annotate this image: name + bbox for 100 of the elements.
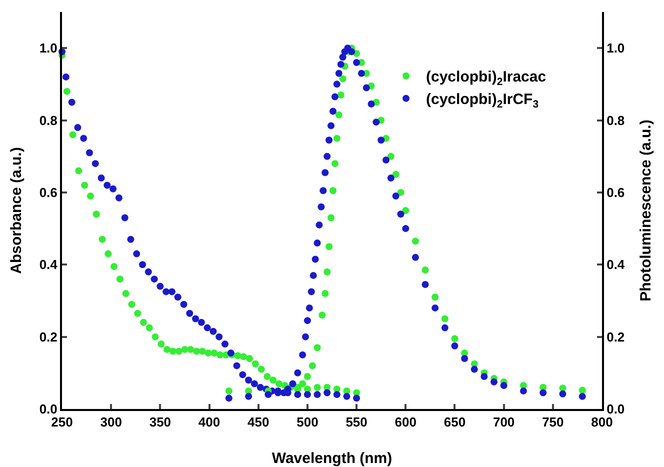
y2-tick-label: 0.8	[606, 112, 625, 128]
point	[402, 207, 410, 214]
point	[304, 373, 311, 380]
point	[392, 170, 400, 178]
point	[302, 333, 309, 340]
point	[110, 262, 118, 270]
point	[289, 380, 296, 388]
point	[578, 392, 586, 400]
point	[225, 387, 232, 394]
point	[348, 48, 356, 56]
point	[422, 280, 429, 288]
y2-tick-label: 0.6	[606, 185, 625, 200]
point	[333, 80, 340, 88]
point	[104, 182, 111, 189]
point	[470, 366, 478, 373]
point	[225, 394, 232, 402]
point	[337, 60, 344, 68]
point	[270, 376, 277, 384]
point	[216, 351, 224, 358]
point	[128, 300, 136, 308]
point	[500, 382, 508, 390]
point	[335, 111, 342, 118]
point	[378, 136, 385, 144]
point	[121, 214, 128, 222]
point	[210, 328, 217, 335]
y2-tick-label: 0.4	[606, 257, 626, 272]
point	[331, 93, 338, 100]
point	[68, 98, 76, 106]
point	[490, 378, 498, 386]
point	[104, 250, 112, 258]
point	[461, 354, 468, 362]
point	[192, 315, 200, 322]
point	[314, 391, 321, 398]
point	[412, 254, 419, 261]
point	[92, 160, 99, 168]
point	[451, 342, 458, 350]
y-tick-label: 0.2	[39, 329, 58, 344]
point	[392, 192, 400, 200]
point	[314, 384, 321, 391]
x-tick-label: 300	[100, 414, 122, 430]
point	[329, 187, 336, 194]
point	[258, 366, 265, 373]
point	[520, 387, 527, 394]
y2-tick-label: 1.0	[606, 40, 625, 56]
y2-axis-title: Photoluminescence (a.u.)	[638, 120, 654, 302]
legend-label: (cyclopbi)$_{2}$IrCF$_{3}$	[426, 91, 539, 110]
point	[331, 160, 338, 168]
point	[308, 362, 316, 370]
point	[168, 288, 176, 296]
x-tick-label: 800	[591, 414, 613, 430]
point	[175, 348, 182, 355]
point	[322, 290, 329, 298]
point	[245, 392, 252, 400]
point	[169, 348, 176, 355]
x-tick-label: 600	[394, 414, 416, 430]
point	[318, 203, 325, 210]
point	[122, 290, 130, 298]
point	[320, 187, 327, 194]
point	[306, 304, 313, 312]
x-tick-label: 500	[296, 414, 318, 430]
point	[358, 70, 365, 77]
x-tick-label: 650	[444, 414, 466, 430]
x-tick-label: 550	[346, 414, 368, 430]
point	[299, 380, 306, 388]
point	[234, 352, 242, 360]
point	[275, 380, 282, 388]
point	[146, 324, 153, 332]
point	[294, 369, 302, 376]
point	[127, 236, 134, 243]
point	[326, 243, 333, 250]
point	[245, 376, 252, 384]
point	[318, 312, 326, 319]
point	[256, 384, 264, 391]
point	[221, 340, 228, 348]
point	[98, 174, 105, 182]
point	[310, 272, 317, 279]
point	[204, 350, 212, 357]
x-tick-label: 400	[198, 414, 220, 430]
point	[193, 348, 200, 355]
point	[451, 335, 458, 342]
point	[372, 118, 380, 126]
point	[86, 149, 93, 156]
y-tick-label: 0.8	[39, 112, 58, 128]
point	[559, 390, 566, 398]
point	[397, 188, 404, 196]
point	[441, 324, 448, 332]
point	[328, 122, 335, 130]
point	[304, 391, 311, 398]
y-axis-title: Absorbance (a.u.)	[8, 147, 25, 274]
point	[387, 174, 394, 182]
point	[368, 100, 375, 108]
point	[540, 389, 547, 396]
point	[252, 360, 259, 368]
point	[174, 294, 182, 301]
point	[329, 108, 336, 115]
point	[80, 134, 88, 142]
point	[422, 266, 429, 274]
x-tick-label: 350	[149, 414, 172, 430]
x-tick-label: 700	[492, 414, 515, 430]
legend-label: (cyclopbi)$_{2}$Iracac	[426, 68, 546, 88]
